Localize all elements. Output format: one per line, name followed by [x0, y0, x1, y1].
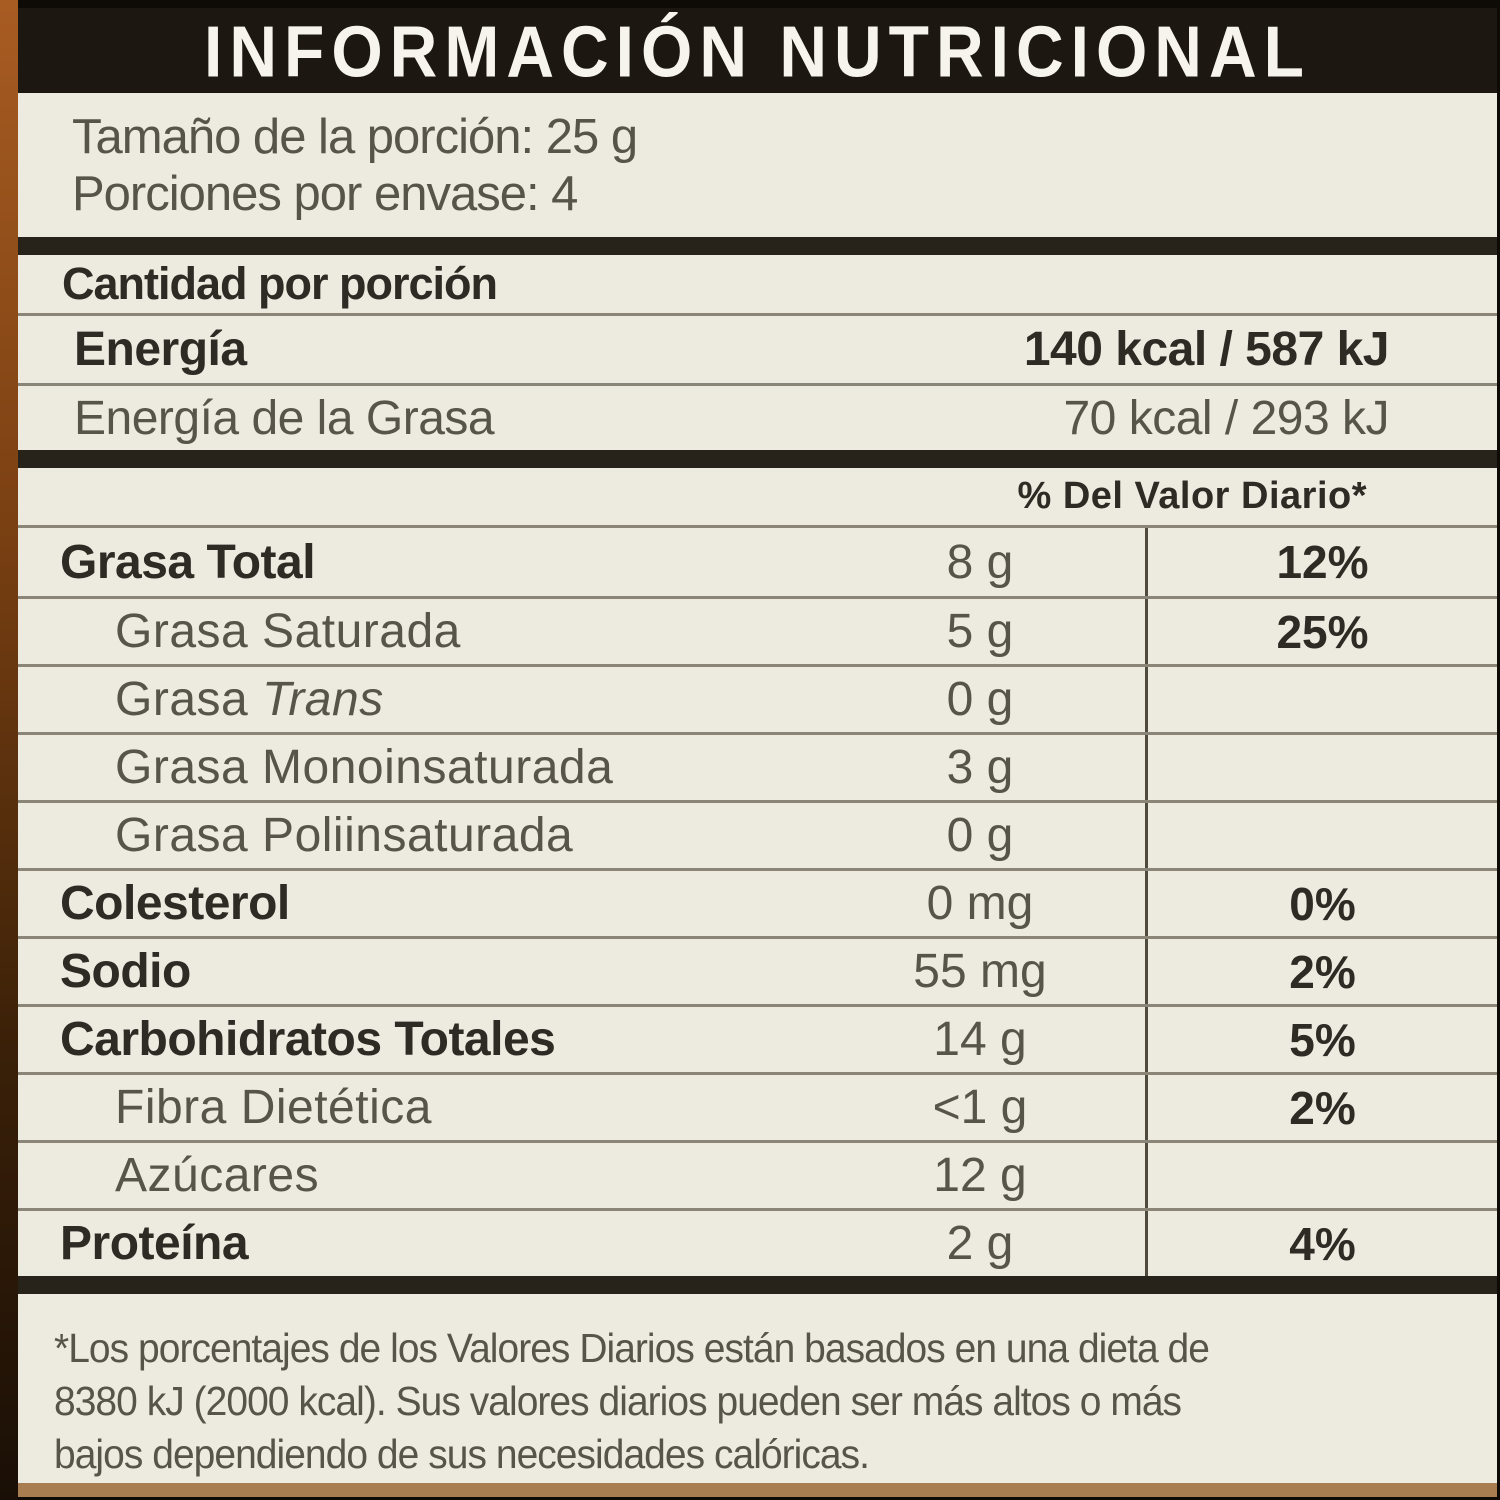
nutrient-amount: <1 g [932, 1081, 1028, 1134]
nutrient-dv [1145, 735, 1497, 800]
nutrient-amount: 8 g [946, 535, 1014, 589]
energy-from-fat-row: Energía de la Grasa 70 kcal / 293 kJ [18, 386, 1497, 450]
section-divider-bar [18, 237, 1497, 255]
nutrient-name: Grasa Total [60, 535, 316, 589]
nutrient-dv: 12% [1145, 528, 1497, 596]
table-row-colesterol: Colesterol 0 mg 0% [18, 868, 1497, 936]
thin-rule [18, 383, 1497, 386]
table-row-fibra-dietetica: Fibra Dietética <1 g 2% [18, 1072, 1497, 1140]
photo-left-edge [0, 0, 18, 1500]
energy-value: 140 kcal / 587 kJ [1023, 323, 1390, 376]
table-row-carbohidratos-totales: Carbohidratos Totales 14 g 5% [18, 1004, 1497, 1072]
title-bar: INFORMACIÓN NUTRICIONAL [18, 8, 1497, 93]
table-row-grasa-total: Grasa Total 8 g 12% [18, 528, 1497, 596]
nutrient-dv: 25% [1145, 599, 1497, 664]
energy-row: Energía 140 kcal / 587 kJ [18, 316, 1497, 383]
nutrient-amount: 14 g [933, 1013, 1027, 1066]
table-row-grasa-saturada: Grasa Saturada 5 g 25% [18, 596, 1497, 664]
nutrient-name: Grasa Trans [18, 667, 815, 732]
section-divider-bar [18, 1276, 1497, 1294]
nutrient-amount: 0 g [946, 673, 1014, 726]
nutrient-name: Grasa Saturada [115, 605, 461, 658]
thin-rule [18, 313, 1497, 316]
table-row-proteina: Proteína 2 g 4% [18, 1208, 1497, 1276]
energy-label: Energía [74, 323, 247, 376]
table-row-grasa-monoinsaturada: Grasa Monoinsaturada 3 g [18, 732, 1497, 800]
nutrient-dv [1145, 667, 1497, 732]
energy-from-fat-value: 70 kcal / 293 kJ [1063, 391, 1389, 445]
table-row-azucares: Azúcares 12 g [18, 1140, 1497, 1208]
nutrient-name: Colesterol [60, 877, 290, 930]
nutrient-amount: 2 g [946, 1217, 1014, 1270]
nutrient-name: Azúcares [115, 1149, 320, 1202]
nutrient-name-prefix: Grasa [115, 673, 249, 726]
servings-per-container-line: Porciones por envase: 4 [72, 167, 578, 221]
nutrient-dv: 4% [1145, 1211, 1497, 1276]
nutrient-name: Grasa Monoinsaturada [115, 741, 614, 794]
daily-value-header: % Del Valor Diario* [1017, 475, 1367, 517]
nutrition-facts-label: INFORMACIÓN NUTRICIONAL Tamaño de la por… [18, 8, 1497, 1483]
section-divider-bar [18, 450, 1497, 468]
nutrient-amount: 0 g [946, 809, 1014, 862]
nutrient-name-italic: Trans [262, 673, 384, 726]
energy-from-fat-label: Energía de la Grasa [74, 391, 495, 445]
nutrient-amount: 5 g [946, 605, 1014, 658]
serving-size-line: Tamaño de la porción: 25 g [72, 110, 638, 164]
footnote-line: *Los porcentajes de los Valores Diarios … [54, 1325, 1210, 1371]
nutrient-amount: 12 g [933, 1149, 1027, 1202]
nutrient-name: Fibra Dietética [115, 1081, 432, 1134]
table-row-grasa-poliinsaturada: Grasa Poliinsaturada 0 g [18, 800, 1497, 868]
nutrient-dv: 2% [1145, 939, 1497, 1004]
nutrient-dv [1145, 1143, 1497, 1208]
nutrient-name: Carbohidratos Totales [60, 1013, 556, 1066]
serving-info: Tamaño de la porción: 25 g Porciones por… [18, 93, 1497, 237]
footnote-line: bajos dependiendo de sus necesidades cal… [54, 1431, 870, 1477]
nutrient-dv [1145, 803, 1497, 868]
nutrient-dv: 2% [1145, 1075, 1497, 1140]
nutrient-table: Grasa Total 8 g 12% Grasa Saturada 5 g 2… [18, 525, 1497, 1276]
daily-value-footnote: *Los porcentajes de los Valores Diarios … [18, 1294, 1497, 1483]
table-row-grasa-trans: Grasa Trans 0 g [18, 664, 1497, 732]
nutrient-dv: 5% [1145, 1007, 1497, 1072]
nutrient-name: Proteína [60, 1217, 249, 1270]
page-title: INFORMACIÓN NUTRICIONAL [204, 9, 1311, 92]
table-row-sodio: Sodio 55 mg 2% [18, 936, 1497, 1004]
nutrient-amount: 0 mg [926, 877, 1034, 930]
photo-bottom-edge [18, 1483, 1497, 1497]
amount-per-serving-header: Cantidad por porción [62, 258, 498, 309]
nutrient-dv: 0% [1145, 871, 1497, 936]
nutrient-name: Sodio [60, 945, 191, 998]
nutrient-name: Grasa Poliinsaturada [115, 809, 574, 862]
footnote-line: 8380 kJ (2000 kcal). Sus valores diarios… [54, 1378, 1182, 1424]
nutrient-amount: 55 mg [913, 945, 1047, 998]
nutrient-amount: 3 g [946, 741, 1014, 794]
